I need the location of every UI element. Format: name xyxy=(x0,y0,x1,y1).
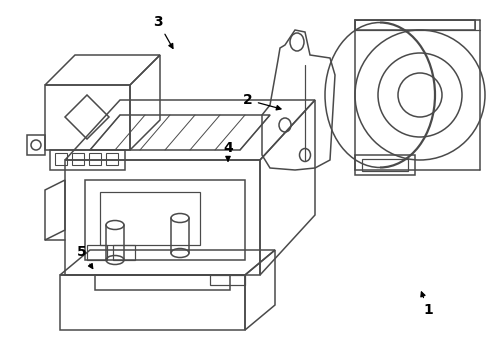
Text: 2: 2 xyxy=(243,93,281,110)
Text: 4: 4 xyxy=(223,141,232,161)
Text: 1: 1 xyxy=(420,292,432,317)
Text: 3: 3 xyxy=(153,15,173,48)
Text: 5: 5 xyxy=(77,245,93,269)
